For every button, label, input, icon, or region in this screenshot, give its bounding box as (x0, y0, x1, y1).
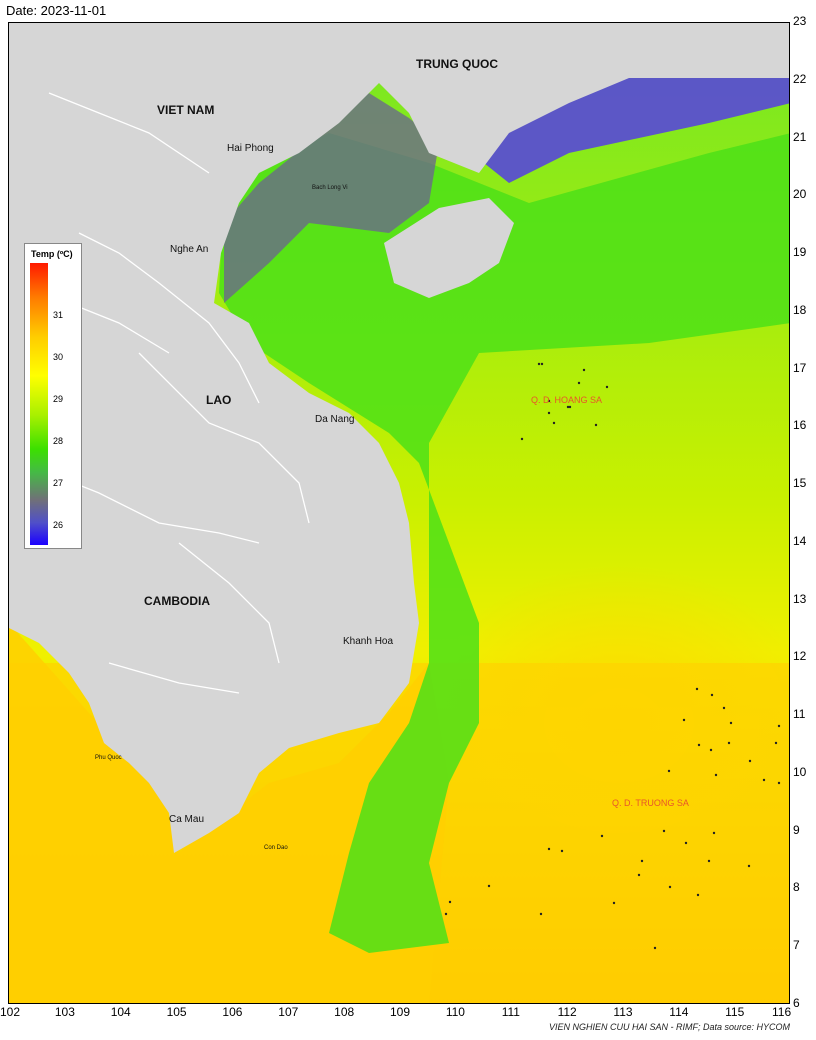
sea-temperature-map: TRUNG QUOC VIET NAM LAO CAMBODIA Hai Pho… (8, 22, 790, 1004)
x-tick-102: 102 (0, 1005, 21, 1019)
x-tick-110: 110 (445, 1005, 465, 1019)
x-tick-108: 108 (334, 1005, 355, 1019)
x-tick-116: 116 (772, 1005, 792, 1019)
x-tick-103: 103 (54, 1005, 75, 1019)
land-hainan (384, 198, 514, 298)
hoang-sa-islands (520, 362, 609, 441)
date-label: Date: 2023-11-01 (6, 3, 107, 18)
label-ca-mau: Ca Mau (169, 814, 205, 825)
x-tick-114: 114 (669, 1005, 689, 1019)
legend-tick-31: 31 (53, 310, 64, 320)
cool-coastal-current (219, 133, 789, 953)
x-tick-111: 111 (501, 1005, 520, 1019)
y-tick-17: 17 (793, 360, 807, 375)
x-tick-104: 104 (110, 1005, 131, 1019)
legend-tick-26: 26 (53, 520, 64, 530)
label-viet-nam: VIET NAM (157, 103, 215, 117)
label-nghe-an: Nghe An (170, 244, 209, 255)
legend-tick-29: 29 (53, 394, 64, 404)
y-tick-7: 7 (793, 938, 800, 953)
y-tick-14: 14 (793, 533, 807, 548)
y-tick-15: 15 (793, 476, 807, 491)
x-tick-109: 109 (390, 1005, 411, 1019)
x-tick-115: 115 (725, 1005, 745, 1019)
land-indochina (9, 173, 419, 853)
label-da-nang: Da Nang (315, 414, 355, 425)
warm-eddy (419, 563, 789, 883)
y-tick-13: 13 (793, 591, 807, 606)
land-china (9, 23, 789, 173)
y-tick-21: 21 (793, 129, 807, 144)
label-trung-quoc: TRUNG QUOC (416, 57, 498, 71)
legend-tick-27: 27 (53, 478, 64, 488)
y-tick-19: 19 (793, 245, 807, 260)
y-tick-16: 16 (793, 418, 807, 433)
x-tick-105: 105 (166, 1005, 187, 1019)
legend-colorbar (30, 263, 48, 545)
y-tick-8: 8 (793, 880, 800, 895)
country-borders (48, 92, 310, 694)
y-tick-20: 20 (793, 187, 807, 202)
label-lao: LAO (206, 393, 232, 407)
y-tick-10: 10 (793, 764, 807, 779)
map-canvas (9, 23, 789, 1003)
truong-sa-islands (444, 687, 781, 950)
y-tick-18: 18 (793, 302, 807, 317)
label-con-dao: Con Dao (264, 845, 288, 851)
y-tick-9: 9 (793, 822, 800, 837)
x-tick-112: 112 (557, 1005, 577, 1019)
y-tick-23: 23 (793, 14, 807, 28)
x-tick-113: 113 (613, 1005, 633, 1019)
label-truong-sa: Q. D. TRUONG SA (612, 798, 689, 808)
temperature-legend: Temp (ºC) 31 30 29 28 27 26 (24, 243, 82, 549)
x-tick-107: 107 (278, 1005, 299, 1019)
label-phu-quoc: Phu Quoc (95, 755, 122, 761)
y-tick-11: 11 (793, 707, 806, 722)
x-tick-106: 106 (222, 1005, 243, 1019)
label-bach-long-vi: Bach Long Vi (312, 185, 348, 191)
y-tick-22: 22 (793, 71, 807, 86)
legend-title: Temp (ºC) (31, 249, 73, 259)
y-tick-6: 6 (793, 996, 800, 1010)
label-hai-phong: Hai Phong (227, 143, 274, 154)
legend-tick-30: 30 (53, 352, 64, 362)
label-hoang-sa: Q. D. HOANG SA (531, 395, 603, 405)
label-cambodia: CAMBODIA (144, 594, 210, 608)
cold-tonkin-water (224, 93, 439, 303)
y-tick-12: 12 (793, 649, 807, 664)
label-khanh-hoa: Khanh Hoa (343, 636, 394, 647)
data-source-credit: VIEN NGHIEN CUU HAI SAN - RIMF; Data sou… (548, 1022, 790, 1032)
legend-tick-28: 28 (53, 436, 64, 446)
